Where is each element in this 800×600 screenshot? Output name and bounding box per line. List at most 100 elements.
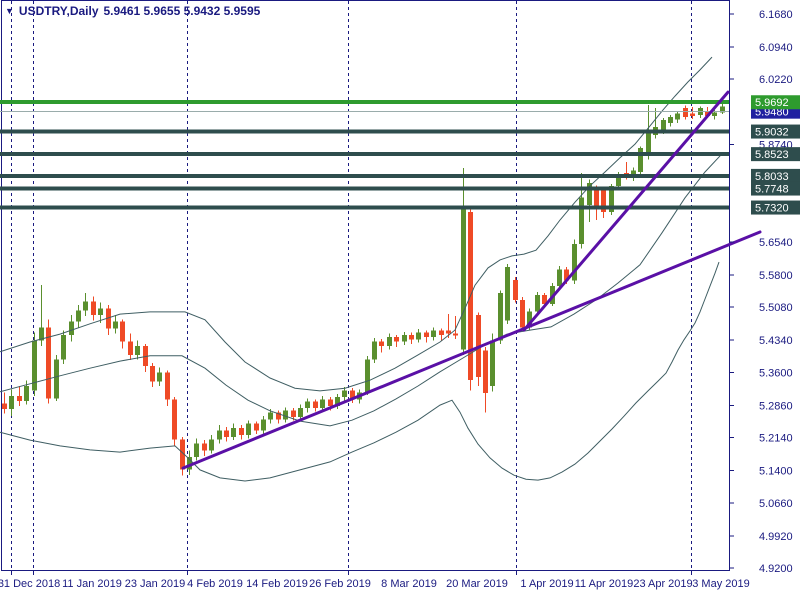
candle-body (209, 439, 214, 451)
candle-body (320, 399, 325, 409)
price-axis-label: 6.0220 (759, 74, 793, 86)
candle-body (387, 337, 392, 347)
price-level-badge-label: 5.7748 (755, 184, 789, 196)
price-level-badge-label: 5.9032 (755, 127, 789, 139)
price-level-badge-label: 5.8033 (755, 171, 789, 183)
bollinger-middle-line (0, 153, 723, 427)
date-axis-label: 14 Feb 2019 (246, 578, 308, 590)
price-axis-label: 5.1400 (759, 465, 793, 477)
candle-body (268, 412, 273, 420)
date-axis-label: 11 Apr 2019 (575, 578, 634, 590)
candle-body (113, 321, 118, 329)
candle-body (675, 113, 680, 120)
date-axis-label: 4 Feb 2019 (187, 578, 243, 590)
candle-body (587, 183, 592, 205)
candle-body (246, 423, 251, 435)
candle-body (394, 337, 399, 342)
candle-body (557, 269, 562, 287)
candle-body (69, 321, 74, 335)
candle-body (572, 243, 577, 281)
date-axis-label: 11 Jan 2019 (62, 578, 122, 590)
price-level-badge-label: 5.9480 (755, 107, 789, 119)
trendline-steep-uptrend[interactable] (522, 90, 730, 332)
price-level-badge (751, 124, 800, 139)
bollinger-lower-line (0, 261, 720, 482)
candle-body (32, 340, 37, 391)
candle-body (91, 301, 96, 315)
candle-body (2, 403, 7, 410)
price-axis-label: 5.4340 (759, 335, 793, 347)
candle-body (128, 341, 133, 355)
date-axis-label: 8 Mar 2019 (381, 578, 437, 590)
candle-body (335, 397, 340, 406)
candle-body (379, 341, 384, 347)
candle-body (150, 366, 155, 382)
candle-body (120, 321, 125, 342)
candle-body (194, 443, 199, 458)
candle-body (668, 116, 673, 124)
candle-body (505, 267, 510, 321)
candle-body (513, 279, 518, 300)
candle-body (17, 395, 22, 402)
candle-body (98, 308, 103, 315)
price-axis-label: 4.9200 (759, 563, 793, 575)
price-level-badge (751, 200, 800, 215)
price-level-badge-label: 5.9692 (755, 97, 789, 109)
candle-body (542, 294, 547, 304)
candle-body (305, 401, 310, 409)
candle-body (579, 197, 584, 244)
bollinger-upper-line (0, 56, 713, 392)
candle-body (453, 333, 458, 336)
price-level-badge (751, 95, 800, 110)
price-axis-label: 6.1680 (759, 9, 793, 21)
candle-body (283, 410, 288, 420)
trendline-long-uptrend[interactable] (181, 230, 762, 470)
candle-body (180, 439, 185, 470)
candle-body (527, 311, 532, 328)
candle-body (165, 372, 170, 400)
candle-body (646, 132, 651, 156)
price-axis-label: 5.3600 (759, 368, 793, 380)
candle-body (54, 359, 59, 399)
candle-body (61, 334, 66, 360)
candle-body (638, 148, 643, 173)
candle-body (564, 269, 569, 281)
candle-body (291, 410, 296, 418)
price-level-badge (751, 147, 800, 162)
price-axis-label: 5.6540 (759, 237, 793, 249)
candle-body (683, 108, 688, 117)
candle-body (143, 346, 148, 367)
price-level-badge (751, 181, 800, 196)
candle-body (46, 327, 51, 399)
candle-body (483, 350, 488, 394)
price-axis-label: 5.2860 (759, 401, 793, 413)
candle-body (424, 332, 429, 338)
candle-body (217, 430, 222, 440)
candle-body (616, 175, 621, 187)
price-level-badge-label: 5.8523 (755, 149, 789, 161)
candle-body (431, 330, 436, 338)
price-axis-label: 5.5800 (759, 270, 793, 282)
date-axis-label: 31 Dec 2018 (0, 578, 60, 590)
ohlc-values-label: 5.9461 5.9655 5.9432 5.9595 (103, 4, 261, 18)
candle-body (661, 120, 666, 131)
candle-body (83, 301, 88, 311)
candle-body (535, 294, 540, 312)
candle-body (276, 412, 281, 420)
candle-body (372, 341, 377, 360)
candle-body (328, 399, 333, 406)
date-axis-label: 20 Mar 2019 (446, 578, 508, 590)
candle-body (350, 390, 355, 400)
chart-title: ▼ USDTRY,Daily 5.9461 5.9655 5.9432 5.95… (5, 4, 260, 18)
candle-body (490, 340, 495, 386)
candle-body (365, 359, 370, 393)
price-axis-label: 5.5080 (759, 302, 793, 314)
candle-body (76, 310, 81, 322)
candle-body (705, 110, 710, 117)
candle-body (720, 106, 725, 113)
price-level-badge-label: 5.7320 (755, 203, 789, 215)
candle-body (157, 372, 162, 382)
candle-body (298, 408, 303, 418)
